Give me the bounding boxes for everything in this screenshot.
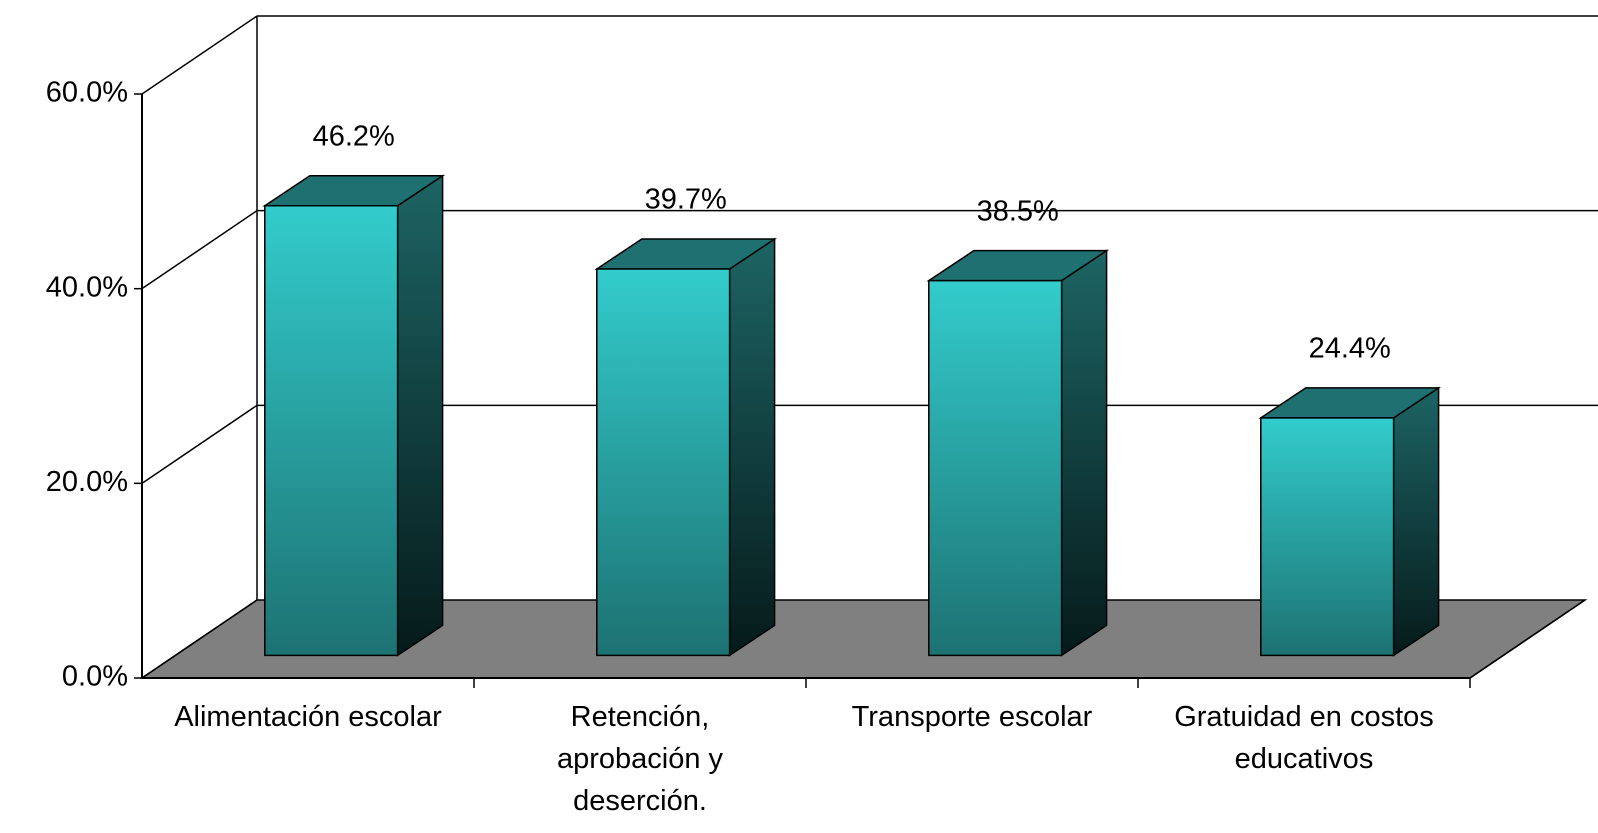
bar <box>596 268 731 657</box>
side-grid-line <box>141 15 258 95</box>
bar <box>928 279 1063 657</box>
y-tick-label: 20.0% <box>46 466 128 498</box>
y-tick-label: 60.0% <box>46 77 128 109</box>
y-tick-label: 40.0% <box>46 271 128 303</box>
x-tick-label: Retención, aprobación y deserción. <box>556 701 724 817</box>
data-label: 24.4% <box>1309 333 1391 365</box>
y-tick-label: 0.0% <box>62 661 128 693</box>
x-tick-label: Transporte escolar <box>851 701 1093 733</box>
bar <box>1260 417 1395 657</box>
x-axis-end <box>1469 599 1586 679</box>
data-label: 46.2% <box>313 120 395 152</box>
bar-side <box>1392 386 1440 657</box>
bar-side <box>728 237 776 657</box>
side-grid-line <box>141 210 258 290</box>
bar-side <box>396 174 444 657</box>
data-label: 38.5% <box>977 195 1059 227</box>
bar-side <box>1060 249 1108 657</box>
side-grid-line <box>141 599 258 679</box>
side-grid-line <box>141 404 258 484</box>
x-tick-label: Gratuidad en costos educativos <box>1174 701 1434 775</box>
bar <box>264 204 399 657</box>
x-tick-label: Alimentación escolar <box>174 701 442 733</box>
data-label: 39.7% <box>645 184 727 216</box>
